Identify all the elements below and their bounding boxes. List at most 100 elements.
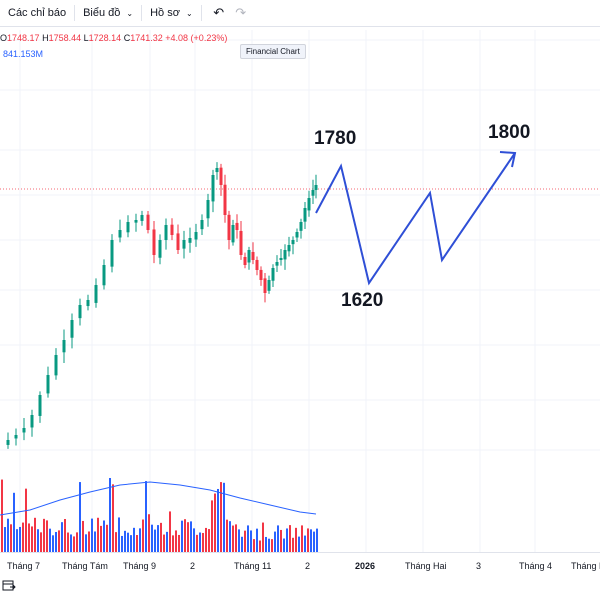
volume-bar bbox=[259, 540, 261, 552]
candle-body bbox=[299, 222, 303, 231]
volume-bar bbox=[13, 492, 15, 552]
candle-body bbox=[62, 340, 66, 353]
candle-body bbox=[227, 214, 231, 240]
calendar-goto-icon[interactable] bbox=[2, 579, 16, 591]
volume-bar bbox=[28, 523, 30, 552]
volume-bar bbox=[292, 537, 294, 552]
chart-menu-label: Biểu đồ bbox=[83, 7, 121, 19]
volume-bar bbox=[100, 525, 102, 552]
volume-bar bbox=[34, 517, 36, 552]
x-tick-label: Tháng 4 bbox=[519, 561, 553, 571]
candle-body bbox=[271, 268, 275, 281]
volume-bar bbox=[178, 534, 180, 552]
candle-body bbox=[102, 265, 106, 286]
indicators-button[interactable]: Các chỉ báo bbox=[0, 0, 74, 26]
annotation-1800: 1800 bbox=[488, 122, 531, 143]
volume-bar bbox=[199, 532, 201, 552]
volume-bar bbox=[88, 531, 90, 552]
candle-body bbox=[110, 240, 114, 267]
volume-bar bbox=[190, 521, 192, 552]
candle-body bbox=[38, 395, 42, 416]
profile-menu-button[interactable]: Hồ sơ ⌄ bbox=[142, 0, 201, 26]
volume-bar bbox=[310, 529, 312, 552]
volume-bar bbox=[124, 530, 126, 552]
change-value: +4.08 (+0.23%) bbox=[165, 33, 228, 43]
open-label: O bbox=[0, 33, 8, 43]
x-tick-label: Tháng 11 bbox=[234, 561, 272, 571]
candle-body bbox=[94, 285, 98, 303]
candle-body bbox=[188, 238, 192, 243]
candle-body bbox=[170, 224, 174, 235]
volume-bar bbox=[112, 484, 114, 552]
x-tick-label: Tháng 9 bbox=[123, 561, 157, 571]
x-tick-label: 2 bbox=[305, 561, 311, 571]
volume-bar bbox=[202, 532, 204, 552]
volume-bar bbox=[307, 528, 309, 552]
volume-bar bbox=[148, 514, 150, 552]
candle-body bbox=[295, 232, 299, 238]
volume-bars bbox=[1, 478, 318, 552]
candle-body bbox=[158, 240, 162, 258]
volume-bar bbox=[37, 529, 39, 552]
candle-body bbox=[247, 250, 251, 263]
profile-menu-label: Hồ sơ bbox=[150, 7, 180, 19]
volume-bar bbox=[175, 530, 177, 552]
candle-body bbox=[152, 229, 156, 255]
x-tick-label: 2 bbox=[190, 561, 196, 571]
open-value: 1748.17 bbox=[7, 33, 40, 43]
close-label: C bbox=[123, 33, 131, 43]
volume-bar bbox=[304, 535, 306, 552]
volume-bar bbox=[49, 528, 51, 552]
chart-grid bbox=[0, 30, 600, 552]
volume-bar bbox=[226, 519, 228, 552]
candle-body bbox=[14, 435, 18, 439]
volume-bar bbox=[94, 531, 96, 552]
volume-bar bbox=[133, 527, 135, 552]
volume-bar bbox=[214, 493, 216, 552]
volume-bar bbox=[61, 522, 63, 552]
volume-bar bbox=[67, 532, 69, 552]
volume-bar bbox=[283, 538, 285, 552]
undo-icon[interactable]: ↶ bbox=[213, 5, 225, 20]
toolbar-divider bbox=[200, 5, 202, 21]
annotation-1620: 1620 bbox=[341, 290, 384, 311]
projection-path bbox=[315, 152, 516, 286]
volume-bar bbox=[289, 525, 291, 552]
candle-body bbox=[140, 215, 144, 221]
volume-bar bbox=[157, 525, 159, 552]
candle-body bbox=[30, 415, 34, 428]
volume-bar bbox=[265, 536, 267, 552]
time-axis[interactable]: Tháng 7 Tháng Tám Tháng 9 2 Tháng 11 2 2… bbox=[0, 552, 600, 601]
candle-body bbox=[243, 256, 247, 265]
chart-menu-button[interactable]: Biểu đồ ⌄ bbox=[75, 0, 141, 26]
redo-icon[interactable]: ↷ bbox=[235, 5, 247, 20]
ohlc-legend: O1748.17 H1758.44 L1728.14 C1741.32 +4.0… bbox=[0, 33, 227, 43]
volume-bar bbox=[10, 524, 12, 552]
candle-body bbox=[146, 214, 150, 230]
volume-bar bbox=[244, 530, 246, 552]
candle-body bbox=[263, 278, 267, 293]
volume-bar bbox=[106, 524, 108, 552]
candle-body bbox=[164, 225, 168, 240]
candle-body bbox=[211, 175, 215, 202]
indicators-label: Các chỉ báo bbox=[8, 7, 67, 19]
volume-bar bbox=[160, 522, 162, 552]
candle-body bbox=[283, 250, 287, 260]
volume-bar bbox=[109, 478, 111, 552]
candle-body bbox=[235, 222, 239, 230]
volume-bar bbox=[301, 525, 303, 552]
volume-bar bbox=[22, 522, 24, 552]
low-value: 1728.14 bbox=[88, 33, 122, 43]
candle-body bbox=[279, 258, 283, 260]
close-value: 1741.32 bbox=[130, 33, 163, 43]
candle-body bbox=[275, 262, 279, 266]
volume-bar bbox=[142, 519, 144, 552]
chevron-down-icon: ⌄ bbox=[126, 8, 134, 18]
volume-bar bbox=[217, 488, 219, 552]
volume-bar bbox=[79, 482, 81, 552]
candle-body bbox=[239, 230, 243, 255]
candle-body bbox=[46, 375, 50, 394]
price-chart[interactable] bbox=[0, 0, 600, 552]
volume-bar bbox=[46, 520, 48, 552]
volume-bar bbox=[196, 534, 198, 552]
